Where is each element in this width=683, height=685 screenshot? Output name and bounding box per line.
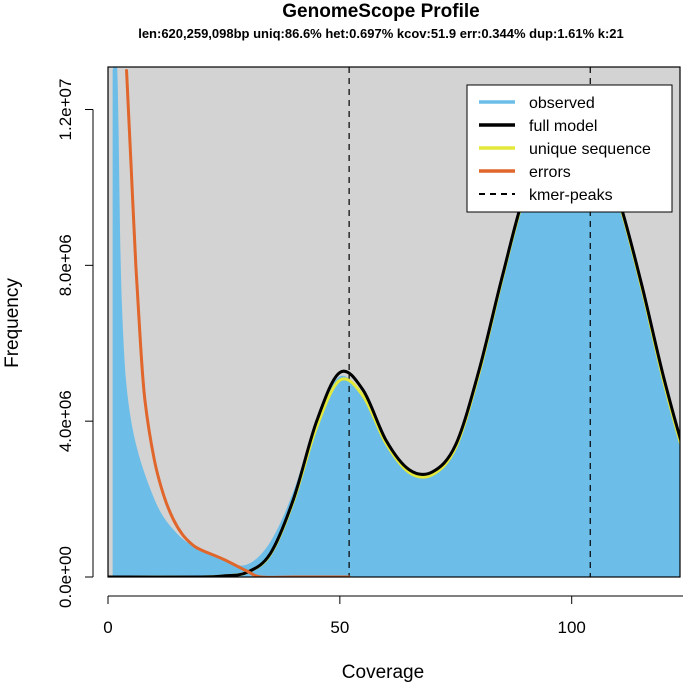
legend-label: observed bbox=[529, 95, 595, 112]
y-tick-label: 8.0e+06 bbox=[56, 234, 75, 296]
legend-label: full model bbox=[529, 118, 597, 135]
legend-label: errors bbox=[529, 164, 571, 181]
x-tick-label: 50 bbox=[330, 618, 349, 637]
legend: observed full model unique sequence errors k… bbox=[466, 84, 673, 213]
x-tick-label: 100 bbox=[558, 618, 586, 637]
chart-subtitle: len:620,259,098bp uniq:86.6% het:0.697% … bbox=[138, 26, 624, 41]
x-axis-title: Coverage bbox=[342, 662, 424, 683]
model-lines-layer bbox=[108, 69, 680, 577]
full-model-line bbox=[108, 131, 680, 577]
y-tick-label: 4.0e+06 bbox=[56, 390, 75, 452]
y-axis: 0.0e+00 4.0e+06 8.0e+06 1.2e+07 bbox=[56, 79, 94, 608]
kmer-peaks-layer bbox=[348, 67, 591, 577]
legend-label: unique sequence bbox=[529, 141, 651, 158]
x-tick-label: 0 bbox=[103, 618, 112, 637]
errors-line bbox=[125, 69, 351, 577]
plot-frame bbox=[107, 66, 681, 578]
y-tick-label: 1.2e+07 bbox=[56, 79, 75, 141]
chart-title: GenomeScope Profile bbox=[282, 1, 479, 22]
legend-label: kmer-peaks bbox=[529, 187, 613, 204]
x-axis: 050100150200250300 bbox=[103, 595, 683, 637]
y-axis-title: Frequency bbox=[2, 278, 23, 368]
y-tick-label: 0.0e+00 bbox=[56, 546, 75, 608]
